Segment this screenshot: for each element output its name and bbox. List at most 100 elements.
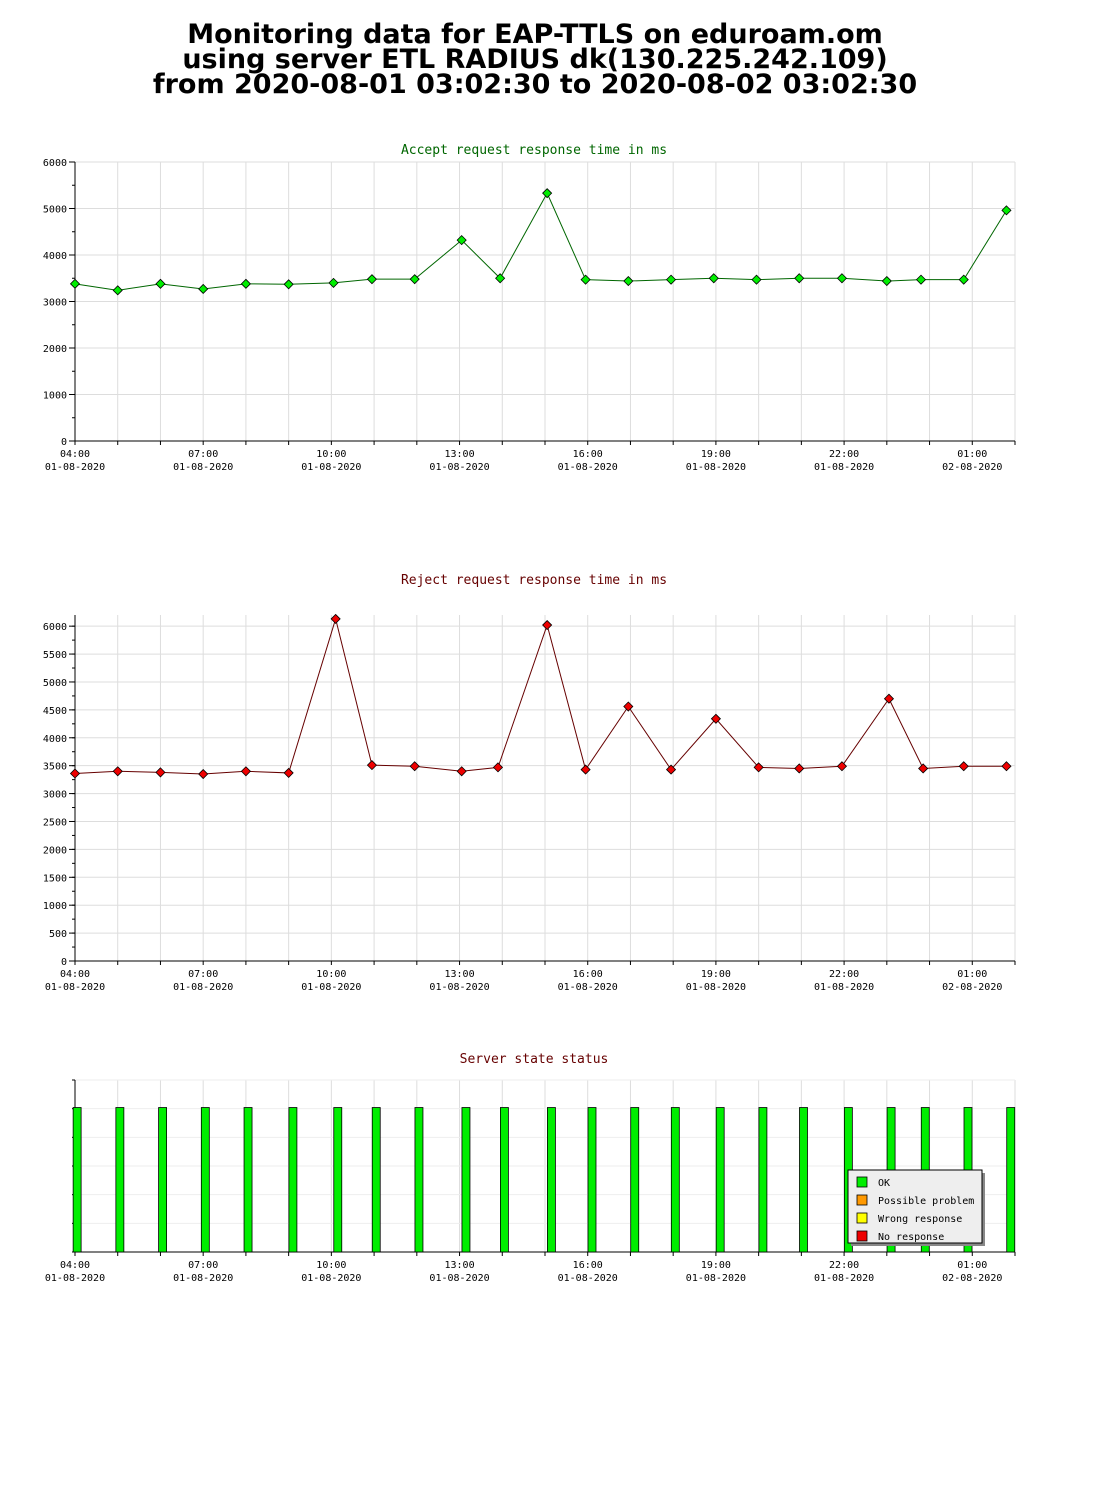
reject-data-point [456, 766, 467, 777]
legend-swatch-ok [856, 1176, 868, 1188]
reject-x-tick-time: 04:00 [60, 969, 90, 980]
status-bar [670, 1107, 680, 1253]
status-x-tick-time: 10:00 [316, 1260, 346, 1271]
accept-y-tick-label: 6000 [43, 158, 67, 169]
accept-x-tick-date: 01-08-2020 [558, 462, 618, 473]
reject-x-tick-date: 01-08-2020 [686, 982, 746, 993]
reject-x-tick-time: 22:00 [829, 969, 859, 980]
accept-y-tick-label: 3000 [43, 298, 67, 309]
reject-data-point [409, 761, 420, 772]
accept-data-point [623, 275, 634, 287]
status-x-tick-date: 01-08-2020 [814, 1273, 874, 1284]
accept-x-tick-date: 01-08-2020 [429, 462, 489, 473]
reject-y-tick-label: 1500 [43, 873, 67, 884]
reject-y-tick-label: 5500 [43, 650, 67, 661]
status-x-tick-date: 01-08-2020 [558, 1273, 618, 1284]
status-bar [288, 1107, 298, 1253]
reject-x-tick-date: 02-08-2020 [942, 982, 1002, 993]
status-x-tick-time: 22:00 [829, 1260, 859, 1271]
status-x-tick-time: 04:00 [60, 1260, 90, 1271]
accept-x-tick-time: 13:00 [444, 449, 474, 460]
legend-swatch-no-response [856, 1230, 868, 1242]
accept-data-point [665, 274, 677, 285]
reject-y-tick-label: 1000 [43, 901, 67, 912]
reject-data-point [1001, 761, 1012, 772]
status-bar [72, 1107, 82, 1253]
reject-x-tick-date: 01-08-2020 [429, 982, 489, 993]
accept-y-tick-label: 2000 [43, 344, 67, 355]
reject-data-point [366, 760, 378, 771]
status-x-tick-time: 19:00 [701, 1260, 731, 1271]
reject-x-tick-time: 19:00 [701, 969, 731, 980]
reject-x-tick-date: 01-08-2020 [814, 982, 874, 993]
accept-x-tick-time: 07:00 [188, 449, 218, 460]
title-line-3: from 2020-08-01 03:02:30 to 2020-08-02 0… [152, 69, 918, 100]
reject-data-point [753, 762, 764, 773]
accept-data-point [915, 274, 927, 285]
status-bar [333, 1107, 343, 1253]
reject-x-tick-time: 01:00 [957, 969, 987, 980]
legend-label: OK [878, 1178, 890, 1189]
legend-label: No response [878, 1232, 944, 1243]
status-x-tick-time: 07:00 [188, 1260, 218, 1271]
accept-y-tick-label: 1000 [43, 391, 67, 402]
status-x-tick-time: 16:00 [573, 1260, 603, 1271]
accept-y-tick-label: 4000 [43, 251, 67, 262]
accept-data-point [409, 274, 420, 285]
status-bar [158, 1107, 167, 1253]
status-legend [847, 1169, 983, 1244]
status-bar [200, 1107, 210, 1253]
status-bar [500, 1107, 509, 1253]
server-status-chart: Server state status 04:00 01-08-2020 07:00… [45, 1052, 1016, 1284]
reject-data-point [492, 762, 504, 773]
accept-y-tick-label: 0 [61, 437, 67, 448]
reject-data-point [112, 766, 123, 777]
reject-y-tick-label: 4000 [43, 734, 67, 745]
status-x-tick-date: 02-08-2020 [942, 1273, 1002, 1284]
reject-x-tick-date: 01-08-2020 [173, 982, 233, 993]
reject-data-point [836, 761, 848, 772]
status-x-tick-date: 01-08-2020 [429, 1273, 489, 1284]
accept-data-point [495, 273, 506, 284]
reject-y-tick-label: 4500 [43, 706, 67, 717]
status-bar [243, 1107, 253, 1253]
legend-label: Wrong response [878, 1214, 962, 1225]
reject-data-point [958, 761, 969, 772]
reject-y-tick-label: 5000 [43, 678, 67, 689]
accept-x-tick-time: 01:00 [957, 449, 987, 460]
accept-x-tick-time: 10:00 [316, 449, 346, 460]
accept-data-point [155, 278, 166, 289]
legend-swatch-wrong-response [856, 1212, 868, 1224]
reject-data-point [665, 764, 677, 775]
accept-data-point [836, 273, 848, 284]
accept-data-point [881, 275, 892, 287]
accept-response-chart: Accept request response time in ms 0 1000… [43, 143, 1016, 473]
reject-x-tick-time: 07:00 [188, 969, 218, 980]
accept-chart-title: Accept request response time in ms [401, 143, 667, 158]
status-bar [547, 1107, 556, 1253]
accept-x-tick-time: 22:00 [829, 449, 859, 460]
title-line-2: using server ETL RADIUS dk(130.225.242.1… [182, 44, 888, 75]
accept-data-point [456, 235, 467, 246]
status-bar [799, 1107, 808, 1253]
reject-y-tick-label: 0 [61, 957, 67, 968]
status-bar [1006, 1107, 1016, 1253]
reject-y-tick-label: 3500 [43, 762, 67, 773]
accept-x-tick-time: 04:00 [60, 449, 90, 460]
status-bar [587, 1107, 597, 1253]
accept-data-point [751, 274, 762, 285]
accept-x-tick-date: 01-08-2020 [173, 462, 233, 473]
reject-x-tick-date: 01-08-2020 [558, 982, 618, 993]
accept-data-point [366, 274, 378, 285]
accept-x-tick-date: 01-08-2020 [45, 462, 105, 473]
status-x-tick-date: 01-08-2020 [45, 1273, 105, 1284]
reject-y-tick-label: 3000 [43, 790, 67, 801]
reject-data-point [155, 767, 166, 778]
accept-data-point [240, 278, 251, 289]
status-chart-title: Server state status [460, 1052, 609, 1067]
reject-x-tick-date: 01-08-2020 [45, 982, 105, 993]
reject-data-point [883, 693, 895, 704]
accept-x-tick-date: 02-08-2020 [942, 462, 1002, 473]
accept-data-point [794, 273, 805, 284]
reject-y-tick-label: 500 [49, 929, 67, 940]
